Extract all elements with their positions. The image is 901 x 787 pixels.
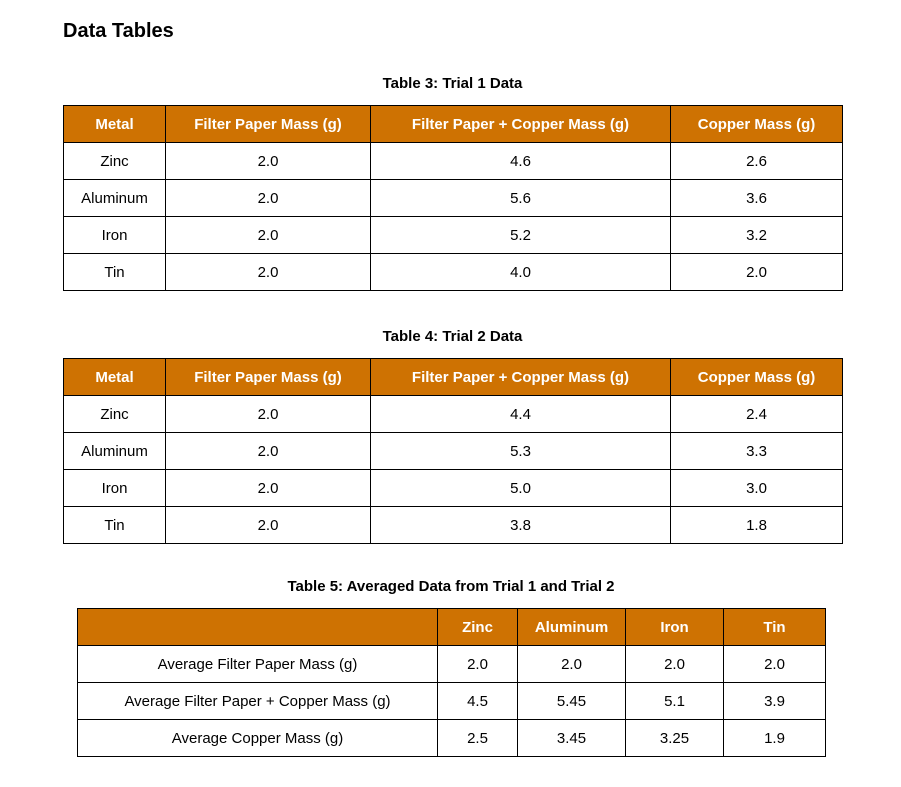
column-header: Iron — [625, 608, 724, 646]
table-cell: 3.6 — [670, 179, 843, 217]
table-section: Table 3: Trial 1 Data Metal Filter Paper M… — [63, 75, 843, 291]
table-cell: Zinc — [63, 395, 166, 433]
table-cell: Average Copper Mass (g) — [77, 719, 438, 757]
header-row: Metal Filter Paper Mass (g) Filter Paper +… — [63, 105, 843, 143]
table-cell: 2.5 — [437, 719, 518, 757]
table-cell: 1.9 — [723, 719, 826, 757]
header-row: Zinc Aluminum Iron Tin — [77, 608, 826, 646]
table-cell: 2.0 — [165, 179, 371, 217]
table-title: Table 3: Trial 1 Data — [382, 75, 523, 92]
column-header: Metal — [63, 105, 166, 143]
column-header: Filter Paper + Copper Mass (g) — [370, 105, 671, 143]
table-cell: 2.0 — [625, 645, 724, 683]
table-cell: Iron — [63, 216, 166, 254]
table-cell: 2.0 — [165, 142, 371, 180]
table-cell: 3.0 — [670, 469, 843, 507]
table-row: Tin 2.0 3.8 1.8 — [63, 506, 843, 544]
table-row: Average Filter Paper + Copper Mass (g) 4.… — [77, 682, 826, 720]
column-header: Filter Paper + Copper Mass (g) — [370, 358, 671, 396]
table-row: Aluminum 2.0 5.3 3.3 — [63, 432, 843, 470]
table-cell: Average Filter Paper + Copper Mass (g) — [77, 682, 438, 720]
table-cell: 3.3 — [670, 432, 843, 470]
table-title: Table 5: Averaged Data from Trial 1 and … — [287, 578, 615, 595]
table-cell: 5.6 — [370, 179, 671, 217]
table-row: Zinc 2.0 4.6 2.6 — [63, 142, 843, 180]
page-title: Data Tables — [63, 20, 174, 42]
table-cell: Tin — [63, 506, 166, 544]
column-header: Filter Paper Mass (g) — [165, 358, 371, 396]
header-row: Metal Filter Paper Mass (g) Filter Paper +… — [63, 358, 843, 396]
table-cell: 3.8 — [370, 506, 671, 544]
table-cell: Tin — [63, 253, 166, 291]
table-cell: 5.0 — [370, 469, 671, 507]
column-header: Metal — [63, 358, 166, 396]
tables-container: Table 3: Trial 1 Data Metal Filter Paper M… — [0, 75, 901, 757]
table-row: Iron 2.0 5.0 3.0 — [63, 469, 843, 507]
table-cell: 2.0 — [165, 253, 371, 291]
data-table: Metal Filter Paper Mass (g) Filter Paper +… — [63, 358, 843, 544]
table-cell: 2.0 — [165, 469, 371, 507]
table-cell: 5.2 — [370, 216, 671, 254]
table-cell: 1.8 — [670, 506, 843, 544]
table-cell: 4.4 — [370, 395, 671, 433]
table-row: Iron 2.0 5.2 3.2 — [63, 216, 843, 254]
data-table: Zinc Aluminum Iron Tin Average Filter Paper … — [77, 608, 826, 757]
table-row: Average Copper Mass (g) 2.5 3.45 3.25 1.9 — [77, 719, 826, 757]
table-cell: 2.0 — [723, 645, 826, 683]
table-cell: 5.45 — [517, 682, 626, 720]
data-table: Metal Filter Paper Mass (g) Filter Paper +… — [63, 105, 843, 291]
table-cell: 3.25 — [625, 719, 724, 757]
table-row: Aluminum 2.0 5.6 3.6 — [63, 179, 843, 217]
table-section: Table 5: Averaged Data from Trial 1 and … — [77, 578, 826, 757]
table-cell: 3.9 — [723, 682, 826, 720]
table-cell: 4.6 — [370, 142, 671, 180]
table-cell: 4.5 — [437, 682, 518, 720]
column-header — [77, 608, 438, 646]
table-cell: Iron — [63, 469, 166, 507]
table-cell: 2.0 — [165, 216, 371, 254]
column-header: Copper Mass (g) — [670, 105, 843, 143]
table-cell: 2.0 — [670, 253, 843, 291]
table-cell: Average Filter Paper Mass (g) — [77, 645, 438, 683]
table-title: Table 4: Trial 2 Data — [382, 328, 523, 345]
column-header: Filter Paper Mass (g) — [165, 105, 371, 143]
column-header: Aluminum — [517, 608, 626, 646]
table-cell: 2.4 — [670, 395, 843, 433]
table-cell: 2.0 — [437, 645, 518, 683]
table-cell: 4.0 — [370, 253, 671, 291]
table-row: Zinc 2.0 4.4 2.4 — [63, 395, 843, 433]
table-row: Average Filter Paper Mass (g) 2.0 2.0 2.0 2.… — [77, 645, 826, 683]
table-cell: 2.0 — [517, 645, 626, 683]
table-cell: Aluminum — [63, 432, 166, 470]
table-section: Table 4: Trial 2 Data Metal Filter Paper M… — [63, 328, 843, 544]
table-cell: Aluminum — [63, 179, 166, 217]
table-row: Tin 2.0 4.0 2.0 — [63, 253, 843, 291]
column-header: Tin — [723, 608, 826, 646]
table-cell: 2.0 — [165, 506, 371, 544]
table-cell: 5.3 — [370, 432, 671, 470]
table-cell: 2.0 — [165, 395, 371, 433]
table-cell: 2.6 — [670, 142, 843, 180]
table-cell: 3.45 — [517, 719, 626, 757]
column-header: Zinc — [437, 608, 518, 646]
table-cell: 5.1 — [625, 682, 724, 720]
table-cell: 3.2 — [670, 216, 843, 254]
column-header: Copper Mass (g) — [670, 358, 843, 396]
table-cell: 2.0 — [165, 432, 371, 470]
table-cell: Zinc — [63, 142, 166, 180]
